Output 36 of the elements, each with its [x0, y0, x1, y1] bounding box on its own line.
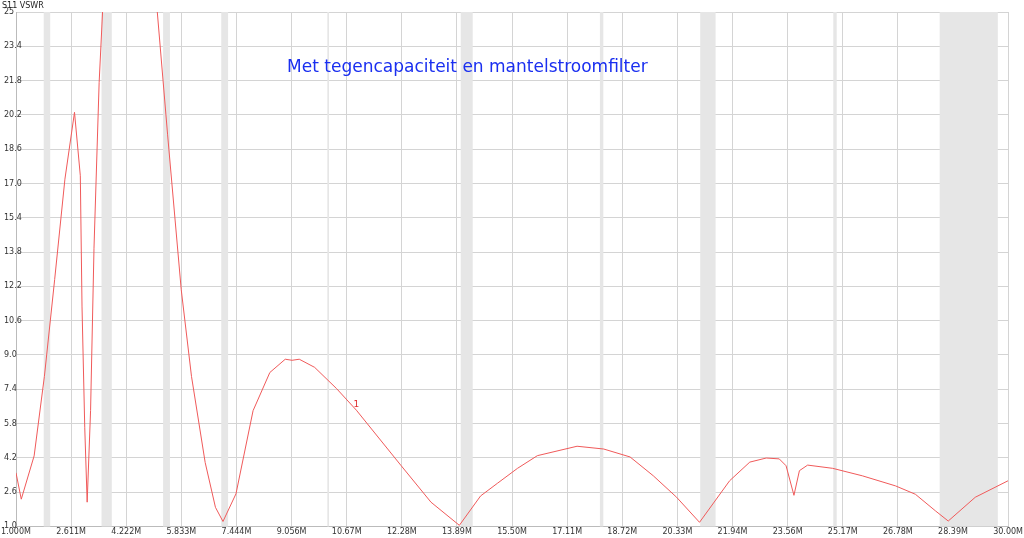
y-tick-label: 9.0	[4, 350, 17, 360]
text: Met tegencapaciteit en mantelstroomfilter	[287, 56, 648, 77]
y-tick-label: 25	[4, 7, 15, 17]
x-tick-label: 15.50M	[497, 527, 528, 537]
y-tick-label: 15.4	[4, 212, 22, 222]
y-tick-label: 7.4	[4, 384, 17, 394]
x-tick-label: 1.000M	[1, 527, 31, 537]
y-tick-label: 20.2	[4, 109, 22, 119]
y-tick-label: 5.8	[4, 418, 17, 428]
x-tick-label: 9.056M	[276, 527, 307, 537]
x-tick-label: 21.94M	[717, 527, 748, 537]
x-tick-label: 28.39M	[938, 527, 968, 537]
x-tick-label: 18.72M	[607, 527, 638, 537]
y-tick-label: 12.2	[4, 281, 22, 291]
x-tick-label: 30.00M	[993, 527, 1024, 537]
x-tick-label: 26.78M	[882, 527, 913, 537]
x-tick-label: 2.611M	[56, 527, 87, 537]
y-tick-label: 18.6	[4, 144, 22, 154]
y-tick-label: 23.4	[4, 41, 22, 51]
x-tick-label: 17.11M	[552, 527, 583, 537]
x-tick-label: 13.89M	[442, 527, 472, 537]
x-tick-label: 23.56M	[772, 527, 803, 537]
x-tick-label: 5.833M	[166, 527, 197, 537]
x-tick-label: 25.17M	[827, 527, 858, 537]
y-tick-label: 13.8	[4, 247, 22, 257]
x-tick-label: 12.28M	[386, 527, 417, 537]
x-tick-label: 7.444M	[221, 527, 252, 537]
y-tick-label: 4.2	[4, 452, 17, 462]
annotation: 1	[353, 399, 360, 410]
x-tick-label: 20.33M	[662, 527, 693, 537]
y-tick-label: 17.0	[4, 178, 22, 188]
y-tick-label: 2.6	[4, 487, 17, 497]
x-tick-label: 4.222M	[111, 527, 142, 537]
y-tick-label: 10.6	[4, 315, 22, 325]
y-tick-label: 21.8	[4, 75, 22, 85]
x-tick-label: 10.67M	[331, 527, 362, 537]
